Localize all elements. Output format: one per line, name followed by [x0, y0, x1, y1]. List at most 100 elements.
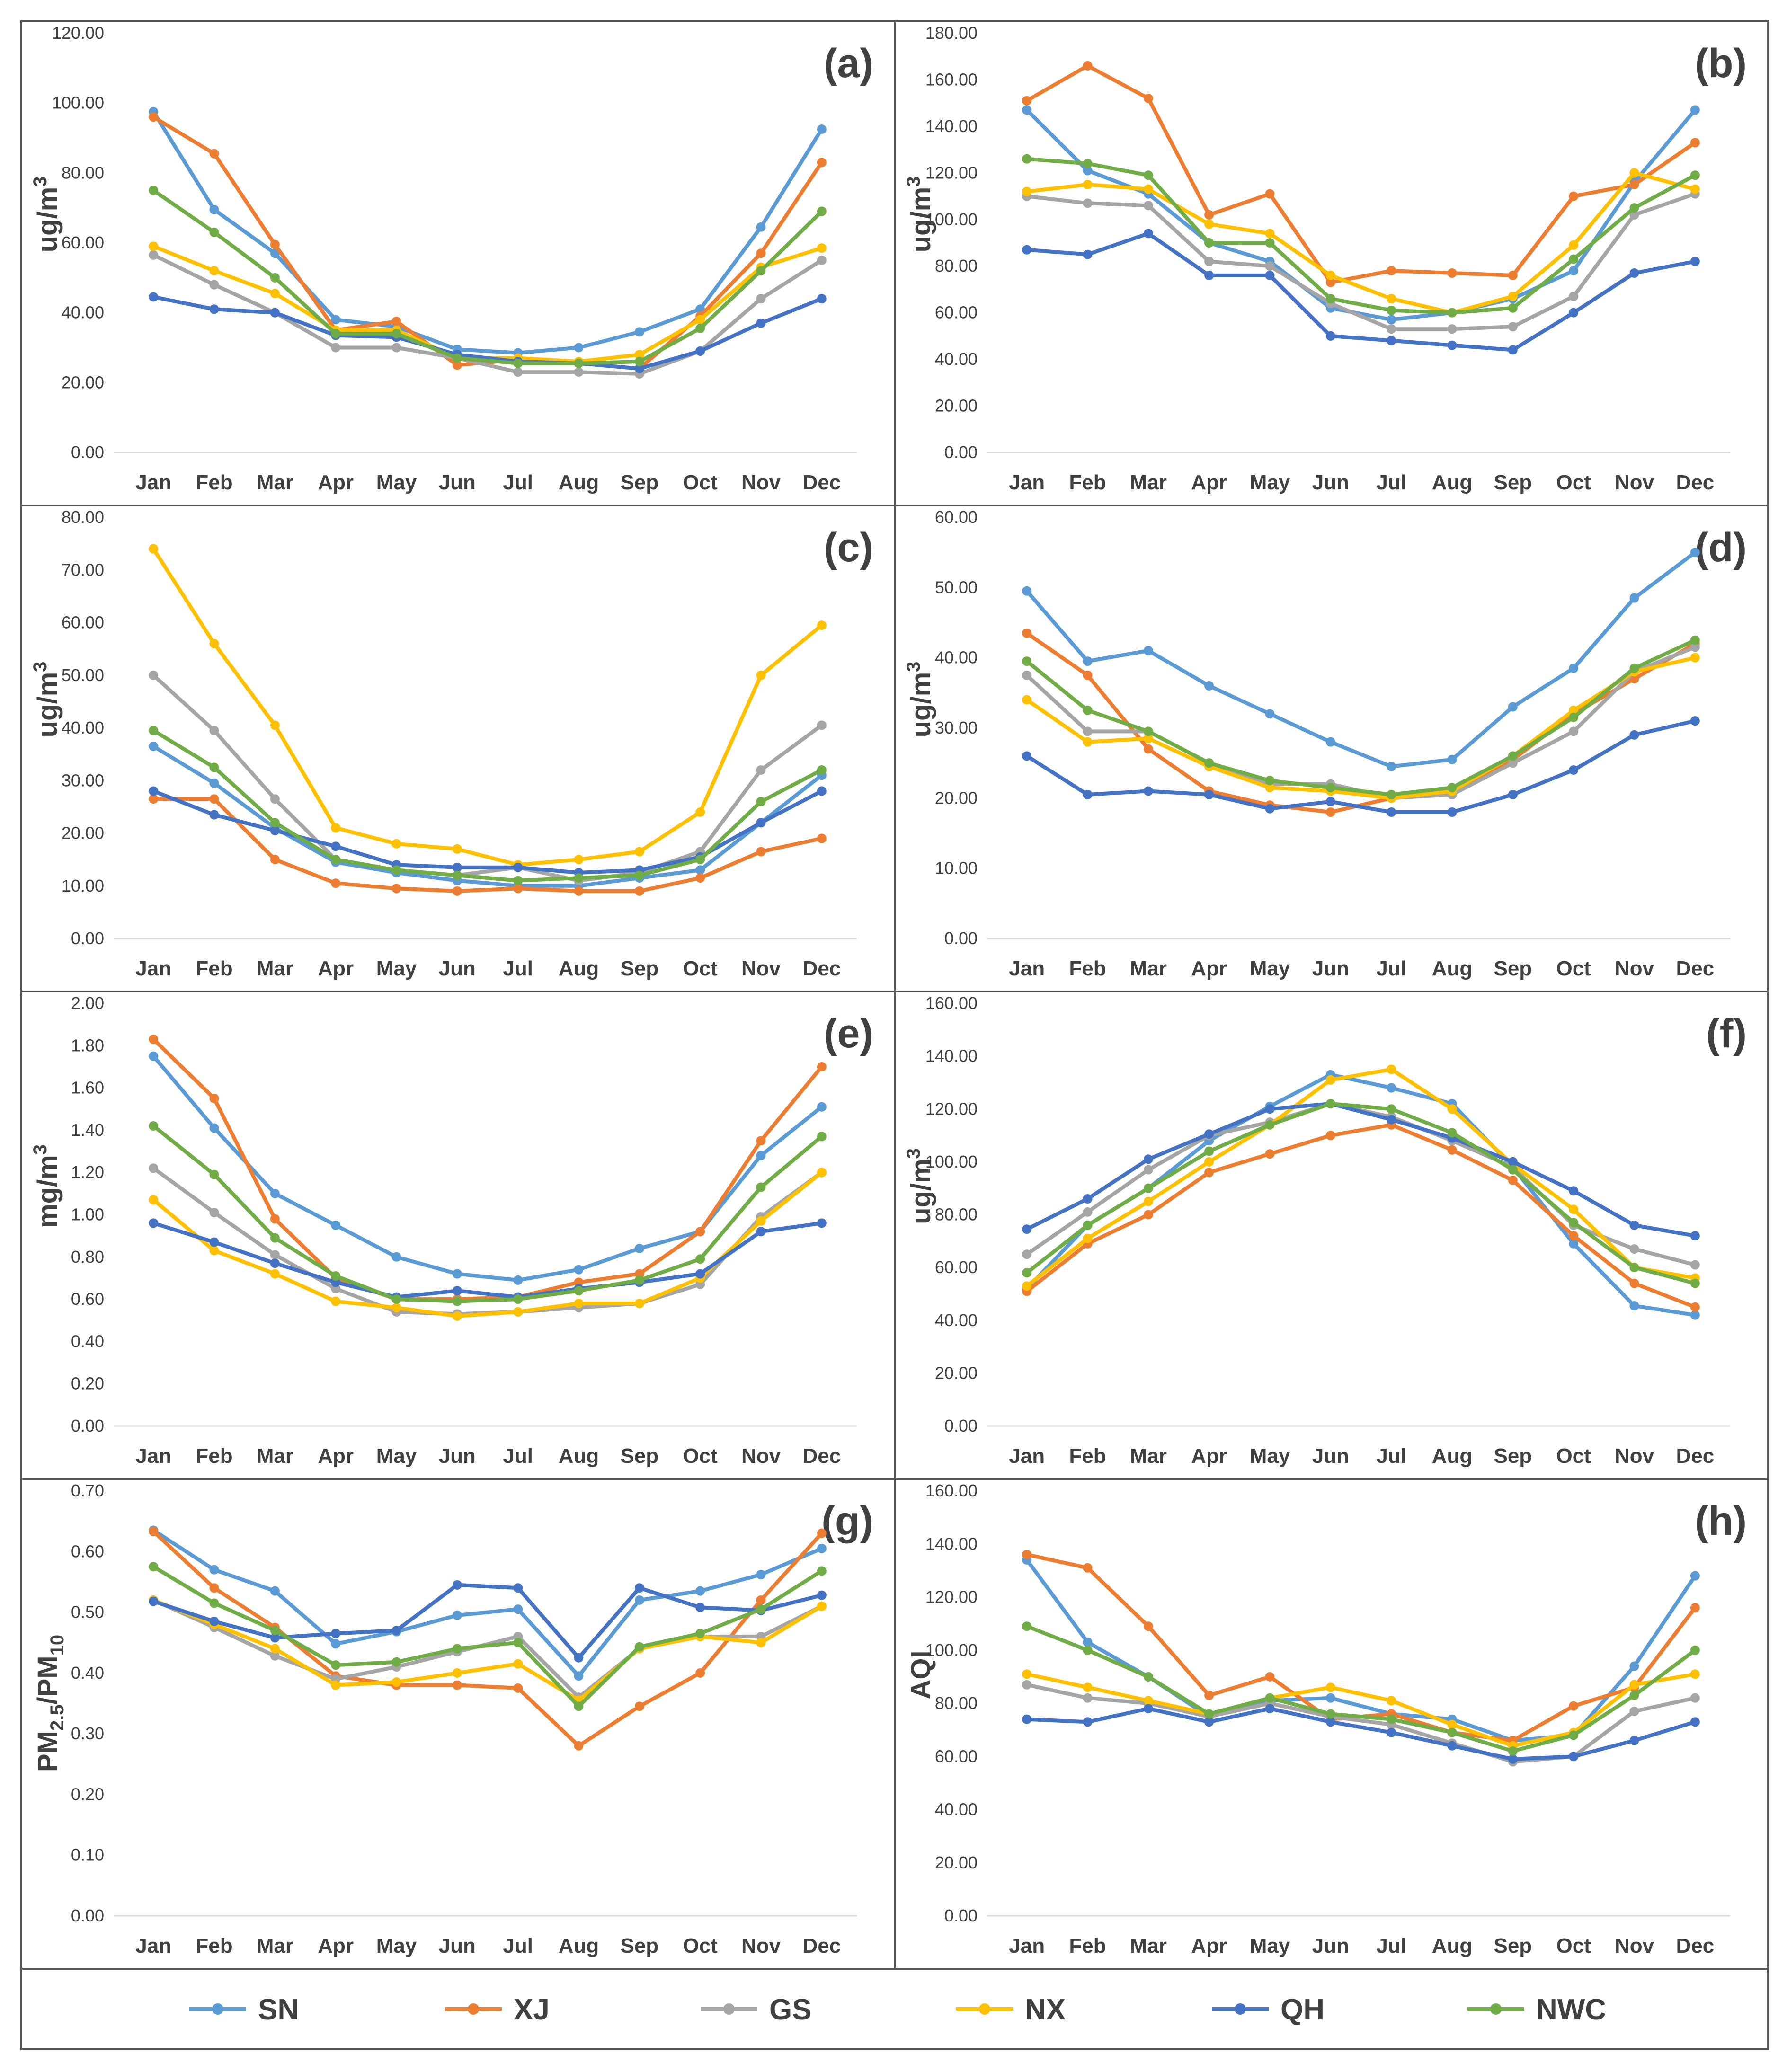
data-point-nwc [1447, 1128, 1457, 1138]
data-point-qh [817, 294, 827, 304]
data-point-xj [1690, 1603, 1700, 1612]
data-point-nx [1143, 1696, 1153, 1706]
x-tick-label: Oct [683, 471, 718, 494]
data-point-sn [149, 741, 159, 751]
y-tick-label: 140.00 [925, 1046, 978, 1066]
x-tick-label: Oct [1556, 957, 1591, 980]
y-tick-label: 0.10 [71, 1845, 104, 1865]
x-tick-label: Mar [257, 1934, 293, 1957]
x-tick-label: Jan [135, 957, 171, 980]
data-point-gs [756, 294, 766, 304]
data-point-gs [1569, 726, 1579, 736]
data-point-sn [1387, 315, 1396, 325]
data-point-nwc [1204, 1146, 1214, 1156]
data-point-qh [270, 825, 280, 835]
data-point-sn [1204, 681, 1214, 691]
data-point-xj [513, 884, 523, 894]
data-point-xj [1204, 1168, 1214, 1178]
data-point-xj [1629, 1278, 1639, 1288]
x-tick-label: Feb [1069, 1444, 1106, 1468]
data-point-sn [1690, 105, 1700, 115]
data-point-gs [817, 720, 827, 730]
data-point-nx [574, 855, 584, 865]
x-tick-label: Feb [196, 1444, 232, 1468]
y-tick-label: 0.50 [71, 1603, 104, 1622]
data-point-xj [817, 1528, 827, 1538]
data-point-nx [817, 1168, 827, 1178]
data-point-gs [1083, 1207, 1093, 1217]
data-point-xj [817, 833, 827, 843]
data-point-nx [695, 315, 705, 325]
x-tick-label: Dec [1676, 1934, 1714, 1957]
series-line-qh [1025, 231, 1697, 352]
x-tick-label: Sep [1494, 1934, 1532, 1957]
data-point-qh [1387, 1727, 1396, 1737]
series-line-sn [151, 110, 824, 355]
legend-label: XJ [514, 1993, 550, 2026]
data-point-qh [756, 818, 766, 828]
data-point-nwc [149, 186, 159, 195]
data-point-nwc [1022, 656, 1032, 666]
data-point-nx [270, 1269, 280, 1279]
data-point-qh [634, 363, 644, 373]
y-axis-label: ug/m3 [903, 177, 936, 253]
data-point-sn [1629, 1301, 1639, 1311]
data-point-sn [1022, 105, 1032, 115]
x-tick-label: Nov [741, 1934, 781, 1957]
data-point-sn [634, 1595, 644, 1605]
data-point-nx [391, 1677, 401, 1687]
chart-panel-a: 0.00 20.00 40.00 60.00 80.00 100.00 120.00 Jan F… [30, 23, 873, 494]
data-point-xj [1143, 1210, 1153, 1220]
data-point-nwc [1569, 712, 1579, 722]
data-point-qh [149, 292, 159, 302]
data-point-nwc [391, 1294, 401, 1304]
y-tick-label: 0.80 [71, 1247, 104, 1266]
y-tick-label: 1.60 [71, 1078, 104, 1098]
data-point-gs [574, 367, 584, 377]
y-tick-label: 100.00 [925, 210, 978, 229]
data-point-nwc [452, 353, 462, 363]
data-point-qh [452, 862, 462, 872]
data-point-nwc [1569, 1218, 1579, 1228]
data-point-qh [1629, 730, 1639, 740]
data-point-qh [1204, 789, 1214, 799]
data-point-nx [513, 1659, 523, 1669]
data-point-sn [817, 1102, 827, 1112]
data-point-nwc [391, 865, 401, 875]
data-point-gs [1629, 1244, 1639, 1254]
data-point-gs [756, 765, 766, 775]
data-point-nwc [1083, 159, 1093, 168]
data-point-nwc [817, 206, 827, 216]
data-point-nwc [1265, 776, 1275, 786]
x-tick-label: Mar [257, 957, 293, 980]
data-point-nwc [1508, 751, 1518, 761]
data-point-sn [513, 1275, 523, 1285]
data-point-gs [1083, 726, 1093, 736]
data-point-nwc [270, 818, 280, 828]
x-tick-label: May [376, 957, 417, 980]
data-point-nwc [513, 358, 523, 368]
data-point-nx [391, 1302, 401, 1312]
x-tick-label: Apr [1191, 1934, 1227, 1957]
y-tick-label: 0.00 [944, 1416, 978, 1435]
data-point-qh [1629, 1220, 1639, 1230]
data-point-sn [756, 1151, 766, 1160]
x-tick-label: Apr [318, 471, 354, 494]
x-tick-label: Dec [1676, 471, 1714, 494]
data-point-nwc [1083, 705, 1093, 715]
series-line-nx [151, 547, 824, 867]
y-tick-label: 100.00 [925, 1640, 978, 1660]
x-tick-label: Jul [1376, 957, 1406, 980]
data-point-sn [695, 865, 705, 875]
data-point-sn [331, 1220, 341, 1230]
chart-panel-g: 0.00 0.10 0.20 0.30 0.40 0.50 0.60 0.70 Jan Feb Ma… [32, 1481, 873, 1957]
data-point-nwc [1143, 1672, 1153, 1682]
data-point-xj [817, 158, 827, 168]
data-point-xj [1265, 1149, 1275, 1159]
x-tick-label: Jan [1009, 957, 1045, 980]
data-point-xj [695, 1668, 705, 1678]
data-point-nwc [756, 1182, 766, 1192]
y-tick-label: 0.00 [71, 443, 104, 462]
y-tick-label: 140.00 [925, 1534, 978, 1553]
data-point-qh [1447, 1741, 1457, 1751]
